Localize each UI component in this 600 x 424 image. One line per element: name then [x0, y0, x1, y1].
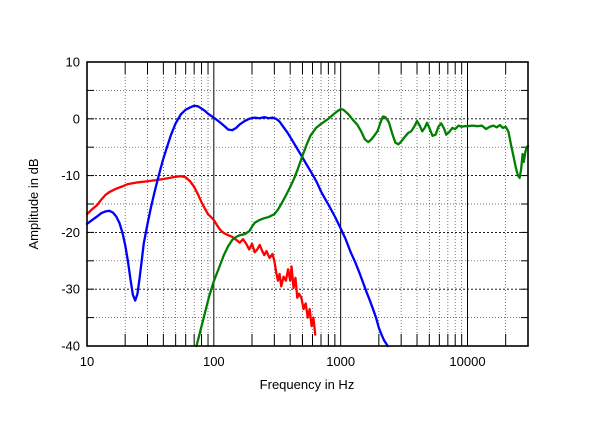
- y-tick-label: -20: [61, 225, 80, 240]
- y-tick-label: -10: [61, 168, 80, 183]
- x-tick-label: 10: [80, 354, 94, 369]
- y-axis-title: Amplitude in dB: [26, 158, 41, 249]
- x-tick-label: 100: [203, 354, 225, 369]
- series-layer: [85, 104, 530, 348]
- x-tick-label: 10000: [449, 354, 485, 369]
- x-axis-title: Frequency in Hz: [260, 377, 355, 392]
- x-tick-label: 1000: [326, 354, 355, 369]
- y-tick-label: -30: [61, 282, 80, 297]
- series-line-3: [195, 107, 530, 348]
- plot-frame: [86, 61, 529, 347]
- series-line-2: [85, 104, 389, 348]
- y-tick-label: -40: [61, 339, 80, 354]
- grid-layer: [87, 62, 528, 346]
- y-tick-label: 10: [66, 55, 80, 70]
- series-line-1: [85, 175, 317, 336]
- y-tick-label: 0: [73, 111, 80, 126]
